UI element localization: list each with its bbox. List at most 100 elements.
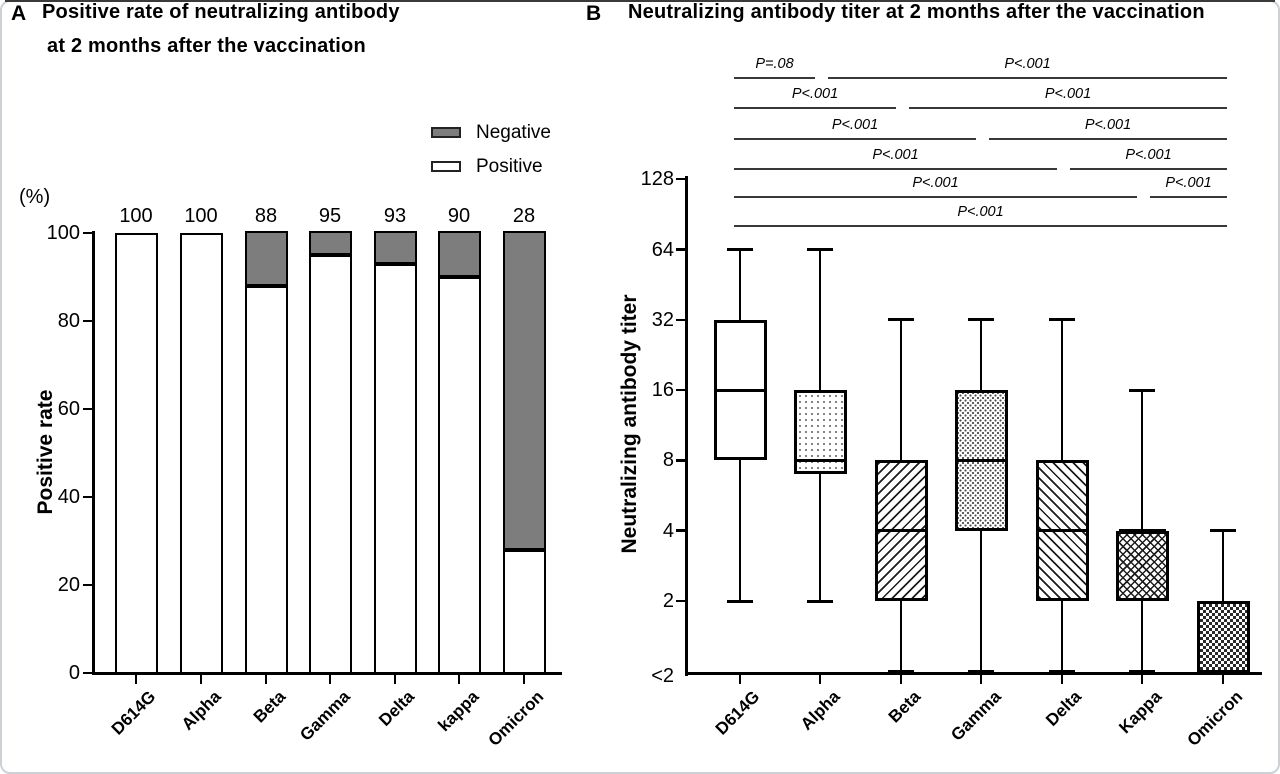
bar-value-label: 95 [318,205,342,227]
comparison-line [1070,168,1227,170]
panel-b-title: Neutralizing antibody titer at 2 months … [628,1,1205,23]
panel-b-y-tick [676,248,686,251]
panel-b-letter: B [586,2,602,25]
panel-a-category-label: D614G [107,687,160,739]
comparison-line [734,168,1057,170]
comparison-p-label: P<.001 [912,175,959,191]
panel-a-y-tick [83,671,93,675]
panel-b-y-tick-label: 128 [640,168,674,191]
box-median-line [877,529,925,533]
comparison-line [734,225,1227,227]
panel-a-category-label: Alpha [177,687,225,734]
panel-a-title-line2: at 2 months after the vaccination [47,35,366,57]
bar-positive-segment [373,263,417,674]
panel-b-x-tick [979,674,983,684]
panel-a-y-tick-label: 40 [57,486,80,508]
comparison-line [989,138,1227,140]
bar-positive-segment [179,233,223,674]
panel-a-x-tick [264,674,268,684]
whisker-cap-bottom [727,599,753,603]
panel-b-y-tick [676,177,686,181]
box-omicron [1196,601,1250,673]
bar-negative-segment [244,231,288,286]
whisker-cap-top [1210,529,1236,533]
bar-positive-segment [437,277,481,674]
bar-positive-segment [244,285,288,674]
panel-b-category-label: Beta [884,687,925,727]
panel-b-category-label: D614G [711,687,764,739]
panel-b-x-tick [818,674,822,684]
bar-negative-segment [373,231,417,264]
panel-b-y-tick-label: 8 [662,449,674,472]
panel-b-x-tick [1060,674,1064,684]
comparison-p-label: P<.001 [1004,56,1051,72]
panel-a-y-tick [83,495,93,499]
panel-a-category-label: Omicron [484,687,548,750]
whisker-cap-top [727,248,753,251]
box-median-line [1118,529,1166,533]
panel-b-x-tick [1140,674,1144,684]
bar-negative-segment [308,231,352,255]
bar-value-label: 90 [447,205,471,227]
panel-a-x-tick [522,674,526,684]
panel-a-x-tick [457,674,461,684]
panel-b-y-tick [676,459,686,462]
comparison-line [1150,196,1227,198]
comparison-p-label: P=.08 [755,56,794,72]
panel-a-y-axis-label: Positive rate [34,389,57,515]
panel-b-x-tick [899,674,903,684]
panel-a-title-line1: Positive rate of neutralizing antibody [42,1,400,23]
box-median-line [957,458,1005,462]
panel-a-x-tick [328,674,332,684]
bar-positive-segment [114,233,158,674]
figure-top-edge [5,0,1275,2]
panel-a-y-tick [83,319,93,323]
panel-b-y-tick-label: 4 [662,519,674,542]
panel-a-y-tick-label: 100 [46,222,80,244]
legend-positive-label: Positive [476,156,543,177]
comparison-line [909,107,1227,109]
panel-b-category-label: Alpha [796,687,844,734]
box-median-line [716,388,764,392]
panel-a-category-label: Beta [249,687,290,727]
comparison-p-label: P<.001 [1084,117,1132,133]
bar-value-label: 100 [119,205,153,227]
bar-value-label: 28 [512,205,536,227]
bar-value-label: 88 [254,205,278,227]
panel-a-x-tick [393,674,397,684]
panel-a-x-tick [134,674,138,684]
comparison-p-label: P<.001 [872,147,919,163]
panel-a-y-tick-label: 20 [57,574,80,596]
comparison-line [828,77,1227,79]
panel-b-category-label: Delta [1042,687,1086,730]
panel-b-category-label: Omicron [1183,687,1247,750]
bar-value-label: 100 [184,205,218,227]
box-median-line [796,458,844,462]
comparison-line [734,107,896,109]
panel-a-y-tick [83,231,93,235]
bar-positive-segment [502,549,546,674]
panel-a-y-axis [91,231,95,675]
whisker-cap-top [807,248,833,251]
whisker-cap-bottom [888,669,914,673]
whisker-cap-bottom [968,669,994,673]
panel-b-y-tick-label: 32 [651,308,674,331]
comparison-p-label: P<.001 [1044,86,1092,102]
panel-b-y-tick [676,529,686,532]
panel-a-y-tick [83,583,93,587]
comparison-line [734,77,815,79]
comparison-p-label: P<.001 [831,117,879,133]
comparison-p-label: P<.001 [1165,175,1212,191]
panel-b-y-tick [676,388,686,392]
box-median-line [1038,529,1086,533]
whisker-cap-top [1049,318,1075,322]
panel-b-y-tick-label: 64 [651,238,674,261]
legend-positive-swatch [431,161,461,172]
panel-a-letter: A [11,2,27,25]
panel-a-category-label: Gamma [295,687,354,745]
panel-a-x-tick [199,674,203,684]
whisker-cap-top [968,318,994,322]
panel-a-y-tick-label: 80 [57,310,80,332]
panel-b-category-label: Gamma [946,687,1005,745]
